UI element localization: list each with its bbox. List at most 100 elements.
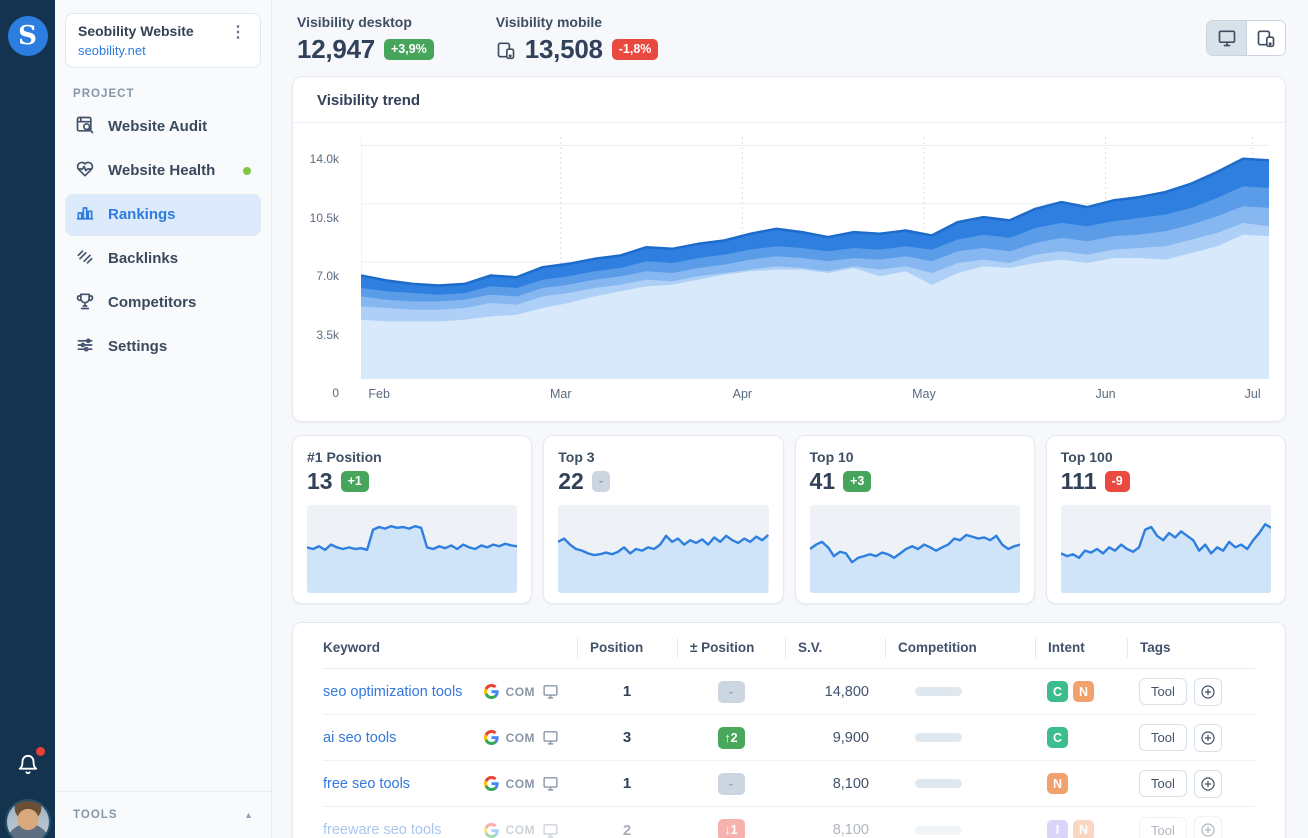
- metric-value: 13,508: [524, 34, 603, 64]
- add-tag-button[interactable]: [1193, 816, 1222, 838]
- sidebar: Seobility Website seobility.net ⋮ PROJEC…: [55, 0, 272, 838]
- tools-collapse[interactable]: TOOLS ▲: [55, 791, 271, 838]
- column-header-keyword[interactable]: Keyword: [323, 640, 381, 655]
- position-change-badge: -: [717, 680, 745, 703]
- project-switcher[interactable]: Seobility Website seobility.net ⋮: [65, 13, 261, 68]
- stat-card-label: Top 3: [558, 449, 595, 465]
- column-header-intent[interactable]: Intent: [1035, 637, 1127, 658]
- sidebar-item-settings[interactable]: Settings: [65, 326, 261, 368]
- tag-tool-button[interactable]: Tool: [1139, 678, 1187, 705]
- stat-card-top-3[interactable]: Top 3 22 -: [543, 435, 784, 604]
- add-tag-button[interactable]: [1193, 723, 1222, 752]
- stat-card-top-100[interactable]: Top 100 111 -9: [1045, 435, 1286, 604]
- project-domain-link[interactable]: seobility.net: [78, 42, 146, 58]
- sparkline-chart: [558, 505, 769, 593]
- device-toggle: [1206, 20, 1286, 56]
- sidebar-item-website-audit[interactable]: Website Audit: [65, 106, 261, 148]
- google-icon: [483, 684, 499, 699]
- stat-delta-badge: -: [591, 471, 611, 492]
- tag-tool-button[interactable]: Tool: [1139, 816, 1187, 838]
- sparkline-chart: [307, 505, 518, 593]
- toggle-desktop-button[interactable]: [1207, 21, 1246, 55]
- keyword-link[interactable]: free seo tools: [323, 775, 411, 792]
- plus-circle-icon: [1201, 684, 1215, 699]
- visibility-header: Visibility desktop 12,947 +3,9% Visibili…: [292, 14, 1286, 76]
- add-tag-button[interactable]: [1193, 677, 1222, 706]
- metric-visibility-desktop: Visibility desktop 12,947 +3,9%: [297, 14, 434, 65]
- metric-label: Visibility desktop: [297, 14, 412, 30]
- notifications-button[interactable]: [17, 747, 45, 776]
- seobility-logo[interactable]: S: [7, 16, 48, 56]
- column-header-tags[interactable]: Tags: [1127, 637, 1255, 658]
- tag-tool-button[interactable]: Tool: [1139, 724, 1187, 751]
- tools-label: TOOLS: [73, 809, 118, 821]
- column-header-position[interactable]: ± Position: [677, 637, 785, 658]
- notification-dot: [35, 747, 45, 756]
- metric-delta-badge: -1,8%: [611, 39, 659, 60]
- keyword-link[interactable]: seo optimization tools: [323, 683, 463, 700]
- backlinks-icon: [77, 249, 93, 264]
- user-avatar[interactable]: [4, 799, 51, 838]
- sidebar-item-label: Website Audit: [108, 118, 208, 135]
- settings-icon: [77, 337, 93, 351]
- sidebar-item-competitors[interactable]: Competitors: [65, 282, 261, 324]
- x-axis-tick: Jul: [1244, 387, 1261, 401]
- desktop-icon: [1218, 30, 1235, 47]
- x-axis-tick: Apr: [732, 387, 753, 401]
- stat-card-value: 111: [1060, 468, 1097, 494]
- sidebar-item-rankings[interactable]: Rankings: [65, 193, 261, 236]
- y-axis-tick: 3.5k: [316, 327, 339, 342]
- table-header-row: Keyword Position ± Position S.V. Competition…: [323, 627, 1255, 669]
- intent-badge-n: N: [1073, 819, 1094, 838]
- toggle-mobile-button[interactable]: [1246, 21, 1285, 55]
- chart-plot-area[interactable]: Feb Mar Apr May Jun Jul: [361, 137, 1269, 415]
- search-volume-value: 14,800: [824, 683, 869, 700]
- stat-card-1-position[interactable]: #1 Position 13 +1: [292, 435, 533, 604]
- google-icon: [483, 822, 499, 838]
- collapse-caret-icon: ▲: [244, 810, 253, 820]
- tld-label: COM: [505, 823, 535, 837]
- sparkline-chart: [809, 505, 1020, 593]
- competition-bar: [885, 687, 1035, 696]
- project-name: Seobility Website: [78, 23, 194, 39]
- y-axis-tick: 7.0k: [316, 269, 339, 284]
- position-value: 2: [622, 821, 632, 838]
- column-header-position[interactable]: Position: [577, 637, 677, 658]
- position-value: 3: [622, 729, 632, 746]
- keyword-link[interactable]: ai seo tools: [323, 729, 397, 746]
- intent-badge-c: C: [1047, 681, 1068, 702]
- kebab-menu-icon[interactable]: ⋮: [230, 24, 246, 41]
- metric-visibility-mobile: Visibility mobile 13,508 -1,8%: [496, 14, 659, 65]
- y-axis: 14.0k 10.5k 7.0k 3.5k 0: [293, 137, 361, 415]
- trend-chart: 14.0k 10.5k 7.0k 3.5k 0 Feb Mar Apr May Jun Jul: [293, 123, 1285, 421]
- table-row: free seo tools COM 1 - 8,100 N Tool: [323, 761, 1255, 807]
- stat-card-top-10[interactable]: Top 10 41 +3: [794, 435, 1035, 604]
- plus-circle-icon: [1201, 823, 1215, 837]
- desktop-icon: [543, 777, 558, 791]
- metric-value: 12,947: [297, 34, 375, 64]
- position-change-badge: ↑2: [717, 726, 745, 749]
- stat-card-value: 41: [809, 468, 836, 494]
- trend-card-title: Visibility trend: [293, 77, 1285, 123]
- position-change-badge: ↓1: [717, 819, 745, 838]
- keyword-link[interactable]: freeware seo tools: [323, 822, 442, 838]
- x-axis-tick: May: [912, 387, 936, 401]
- tag-tool-button[interactable]: Tool: [1139, 770, 1187, 797]
- column-header-competition[interactable]: Competition: [885, 637, 1035, 658]
- sidebar-nav: Website Audit Website Health Rankings Ba…: [55, 106, 271, 370]
- bell-icon: [18, 755, 37, 775]
- x-axis-tick: Jun: [1095, 387, 1116, 401]
- add-tag-button[interactable]: [1193, 769, 1222, 798]
- column-header-s-v[interactable]: S.V.: [785, 637, 885, 658]
- keyword-table-card: Keyword Position ± Position S.V. Competition…: [292, 622, 1286, 838]
- sidebar-item-website-health[interactable]: Website Health: [65, 150, 261, 192]
- sparkline-chart: [1060, 505, 1271, 593]
- sparkline: [558, 505, 769, 593]
- visibility-trend-card: Visibility trend 14.0k 10.5k 7.0k 3.5k 0 Feb…: [292, 76, 1286, 422]
- sidebar-item-backlinks[interactable]: Backlinks: [65, 238, 261, 280]
- sidebar-item-label: Backlinks: [108, 250, 179, 267]
- x-axis: Feb Mar Apr May Jun Jul: [361, 379, 1269, 405]
